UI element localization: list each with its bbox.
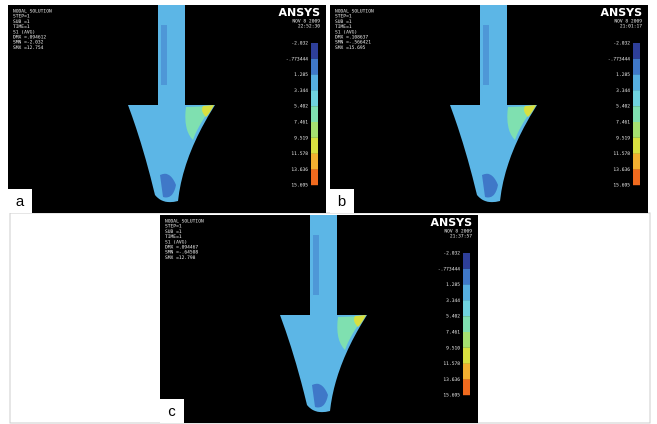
header-line: SMX =15.695 [335, 45, 366, 51]
legend-swatch [311, 154, 318, 170]
legend-swatch [311, 169, 318, 185]
header-line: TIME=1 [13, 24, 30, 30]
ansys-logo: ANSYS [430, 216, 472, 229]
legend-swatch [633, 122, 640, 138]
legend-swatch [633, 75, 640, 91]
legend-label: 7.461 [446, 330, 460, 336]
legend-swatch [311, 75, 318, 91]
header-line: SUB =1 [335, 19, 352, 25]
legend-swatch [311, 138, 318, 154]
model-region [483, 25, 489, 85]
time: 21:01:17 [620, 24, 642, 30]
legend-label: -.773444 [608, 56, 630, 62]
panel-label: b [338, 193, 346, 210]
legend-swatch [463, 379, 470, 395]
panel-label: c [168, 403, 176, 420]
legend-swatch [633, 59, 640, 75]
header-line: SMN =-2.032 [13, 40, 44, 46]
header-line: NODAL SOLUTION [165, 219, 204, 225]
legend-swatch [463, 300, 470, 316]
header-line: DMX =.094467 [165, 245, 198, 251]
figure: NODAL SOLUTIONSTEP=1SUB =1TIME=1S1 (AVG)… [0, 0, 657, 424]
legend-label: 11.578 [443, 361, 460, 367]
header-line: SMX =12.798 [165, 255, 196, 261]
legend-swatch [633, 106, 640, 122]
legend-swatch [633, 169, 640, 185]
header-line: NODAL SOLUTION [13, 9, 52, 15]
legend-label: 15.695 [613, 183, 630, 189]
legend-label: 7.461 [294, 120, 308, 126]
header-line: STEP=1 [165, 224, 182, 230]
legend-label: 9.519 [294, 135, 308, 141]
legend-label: 3.344 [294, 88, 308, 94]
header-line: SMN =-.64508 [165, 250, 198, 256]
legend-label: 5.402 [294, 104, 308, 110]
header-line: STEP=1 [13, 14, 30, 20]
header-line: S1 (AVG) [335, 29, 357, 35]
legend-swatch [633, 138, 640, 154]
legend-label: 7.461 [616, 120, 630, 126]
legend-label: -2.032 [613, 41, 630, 47]
legend-label: 9.519 [616, 135, 630, 141]
legend-label: 15.695 [291, 183, 308, 189]
header-line: NODAL SOLUTION [335, 9, 374, 15]
legend-swatch [633, 154, 640, 170]
legend-swatch [311, 122, 318, 138]
header-line: STEP=1 [335, 14, 352, 20]
time: 21:37:57 [450, 234, 472, 240]
legend-label: 5.402 [446, 314, 460, 320]
legend-label: 13.636 [443, 377, 460, 383]
legend-label: 13.636 [291, 167, 308, 173]
legend-swatch [311, 59, 318, 75]
header-line: DMX =.108637 [335, 35, 368, 41]
legend-swatch [633, 43, 640, 59]
legend-label: 1.285 [616, 72, 630, 78]
legend-swatch [463, 316, 470, 332]
legend-swatch [633, 90, 640, 106]
header-line: SUB =1 [165, 229, 182, 235]
legend-label: 9.510 [446, 345, 460, 351]
legend-label: 11.578 [613, 151, 630, 157]
ansys-logo: ANSYS [278, 6, 320, 19]
model-region [313, 235, 319, 295]
header-line: DMX =.094612 [13, 35, 46, 41]
header-line: TIME=1 [335, 24, 352, 30]
legend-label: -.773444 [286, 56, 308, 62]
legend-label: 3.344 [446, 298, 460, 304]
ansys-logo: ANSYS [600, 6, 642, 19]
header-line: SMX =12.754 [13, 45, 44, 51]
legend-label: 1.285 [294, 72, 308, 78]
legend-label: -2.032 [443, 251, 460, 257]
legend-label: -2.032 [291, 41, 308, 47]
legend-swatch [463, 269, 470, 285]
time: 22:52:30 [298, 24, 320, 30]
header-line: S1 (AVG) [13, 29, 35, 35]
panel-label: a [16, 193, 25, 210]
header-line: TIME=1 [165, 234, 182, 240]
legend-swatch [463, 364, 470, 380]
legend-label: 1.285 [446, 282, 460, 288]
legend-swatch [463, 348, 470, 364]
legend-swatch [311, 106, 318, 122]
legend-label: -.773444 [438, 266, 460, 272]
header-line: S1 (AVG) [165, 239, 187, 245]
legend-swatch [311, 43, 318, 59]
legend-swatch [463, 285, 470, 301]
header-line: SMN =-.566421 [335, 40, 371, 46]
legend-swatch [463, 253, 470, 269]
legend-label: 5.402 [616, 104, 630, 110]
legend-swatch [463, 332, 470, 348]
header-line: SUB =1 [13, 19, 30, 25]
legend-label: 15.695 [443, 393, 460, 399]
legend-label: 13.636 [613, 167, 630, 173]
legend-label: 3.344 [616, 88, 630, 94]
model-region [161, 25, 167, 85]
legend-swatch [311, 90, 318, 106]
legend-label: 11.578 [291, 151, 308, 157]
